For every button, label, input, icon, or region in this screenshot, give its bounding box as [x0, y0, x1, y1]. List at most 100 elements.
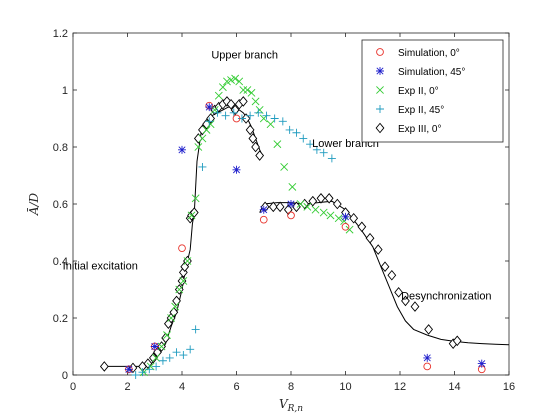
data-point	[423, 362, 432, 371]
data-point	[239, 86, 248, 94]
data-point	[452, 335, 462, 347]
data-point	[226, 98, 236, 110]
data-point	[401, 295, 410, 307]
x-tick-label: 10	[339, 381, 351, 393]
data-point	[206, 113, 215, 124]
legend-entry: Simulation, 45°	[398, 67, 465, 78]
data-point	[312, 145, 321, 154]
data-point	[218, 83, 227, 92]
data-point	[165, 353, 174, 362]
data-point	[213, 108, 222, 117]
y-tick-label: 0.4	[53, 256, 68, 268]
data-point	[205, 103, 214, 112]
x-axis-label: VR,n	[279, 397, 303, 414]
data-point	[299, 134, 308, 143]
data-point	[124, 365, 133, 374]
data-point	[237, 114, 246, 123]
data-point	[232, 165, 241, 174]
data-point	[187, 211, 196, 220]
data-point	[245, 124, 255, 136]
data-point	[231, 74, 240, 83]
x-tick-label: 12	[394, 381, 406, 393]
data-point	[229, 108, 238, 117]
legend-marker	[376, 105, 384, 113]
legend-marker	[375, 122, 385, 134]
data-point	[254, 108, 263, 117]
data-point	[292, 128, 301, 137]
data-point	[194, 143, 203, 151]
data-point	[145, 365, 154, 374]
data-point	[319, 208, 328, 217]
y-tick-label: 0.2	[53, 313, 68, 325]
data-point	[223, 77, 231, 86]
data-marks	[99, 74, 486, 379]
data-point	[152, 362, 161, 371]
data-point	[178, 267, 188, 278]
y-axis-label: Ā/D	[26, 192, 41, 216]
data-point	[311, 205, 320, 214]
data-point	[306, 140, 315, 149]
data-point	[424, 324, 433, 335]
data-point	[221, 111, 230, 120]
data-point	[341, 212, 350, 221]
data-point	[186, 345, 195, 354]
data-point	[423, 353, 432, 362]
data-point	[198, 134, 207, 143]
data-point	[365, 232, 375, 244]
data-point	[131, 371, 140, 379]
data-point	[255, 106, 264, 114]
data-point	[349, 212, 359, 224]
data-point	[259, 215, 268, 224]
data-point	[248, 133, 258, 144]
data-point	[175, 285, 184, 294]
x-tick-label: 2	[124, 381, 130, 393]
data-point	[243, 86, 252, 94]
x-tick-label: 6	[233, 381, 239, 393]
data-point	[387, 269, 397, 281]
data-point	[280, 163, 289, 171]
legend-entry: Exp II, 0°	[398, 86, 439, 97]
data-point	[327, 154, 336, 163]
data-point	[179, 351, 188, 360]
data-point	[251, 97, 260, 106]
data-point	[246, 111, 255, 120]
data-point	[149, 352, 158, 364]
data-point	[167, 314, 176, 322]
data-point	[152, 353, 161, 362]
data-point	[230, 104, 240, 116]
data-point	[296, 200, 305, 208]
data-point	[273, 140, 282, 149]
data-point	[183, 257, 192, 265]
series-asterisk	[124, 103, 486, 374]
data-point	[99, 361, 109, 372]
series-plus	[131, 108, 336, 379]
data-point	[326, 211, 335, 220]
data-point	[268, 201, 278, 213]
data-point	[373, 244, 383, 255]
data-point	[255, 150, 265, 161]
x-tick-label: 0	[70, 381, 76, 393]
data-point	[380, 261, 390, 273]
y-tick-label: 0.8	[53, 142, 68, 154]
data-point	[163, 331, 171, 340]
data-point	[477, 359, 486, 368]
data-point	[202, 125, 211, 134]
data-point	[341, 222, 350, 231]
data-point	[205, 117, 214, 126]
legend: Simulation, 0° Simulation, 45° Exp II, 0° E…	[361, 39, 504, 143]
x-tick-label: 8	[288, 381, 294, 393]
series-circle	[125, 101, 486, 374]
data-point	[178, 244, 186, 253]
data-point	[410, 301, 420, 312]
data-point	[172, 348, 181, 357]
data-point	[334, 214, 343, 223]
x-tick-label: 16	[503, 381, 515, 393]
legend-entry: Exp III, 0°	[398, 124, 441, 135]
data-point	[287, 211, 295, 220]
y-tick-label: 0.6	[53, 199, 68, 211]
data-point	[227, 76, 235, 84]
data-point	[171, 302, 180, 311]
data-point	[158, 356, 167, 365]
y-tick-label: 1	[62, 85, 68, 97]
